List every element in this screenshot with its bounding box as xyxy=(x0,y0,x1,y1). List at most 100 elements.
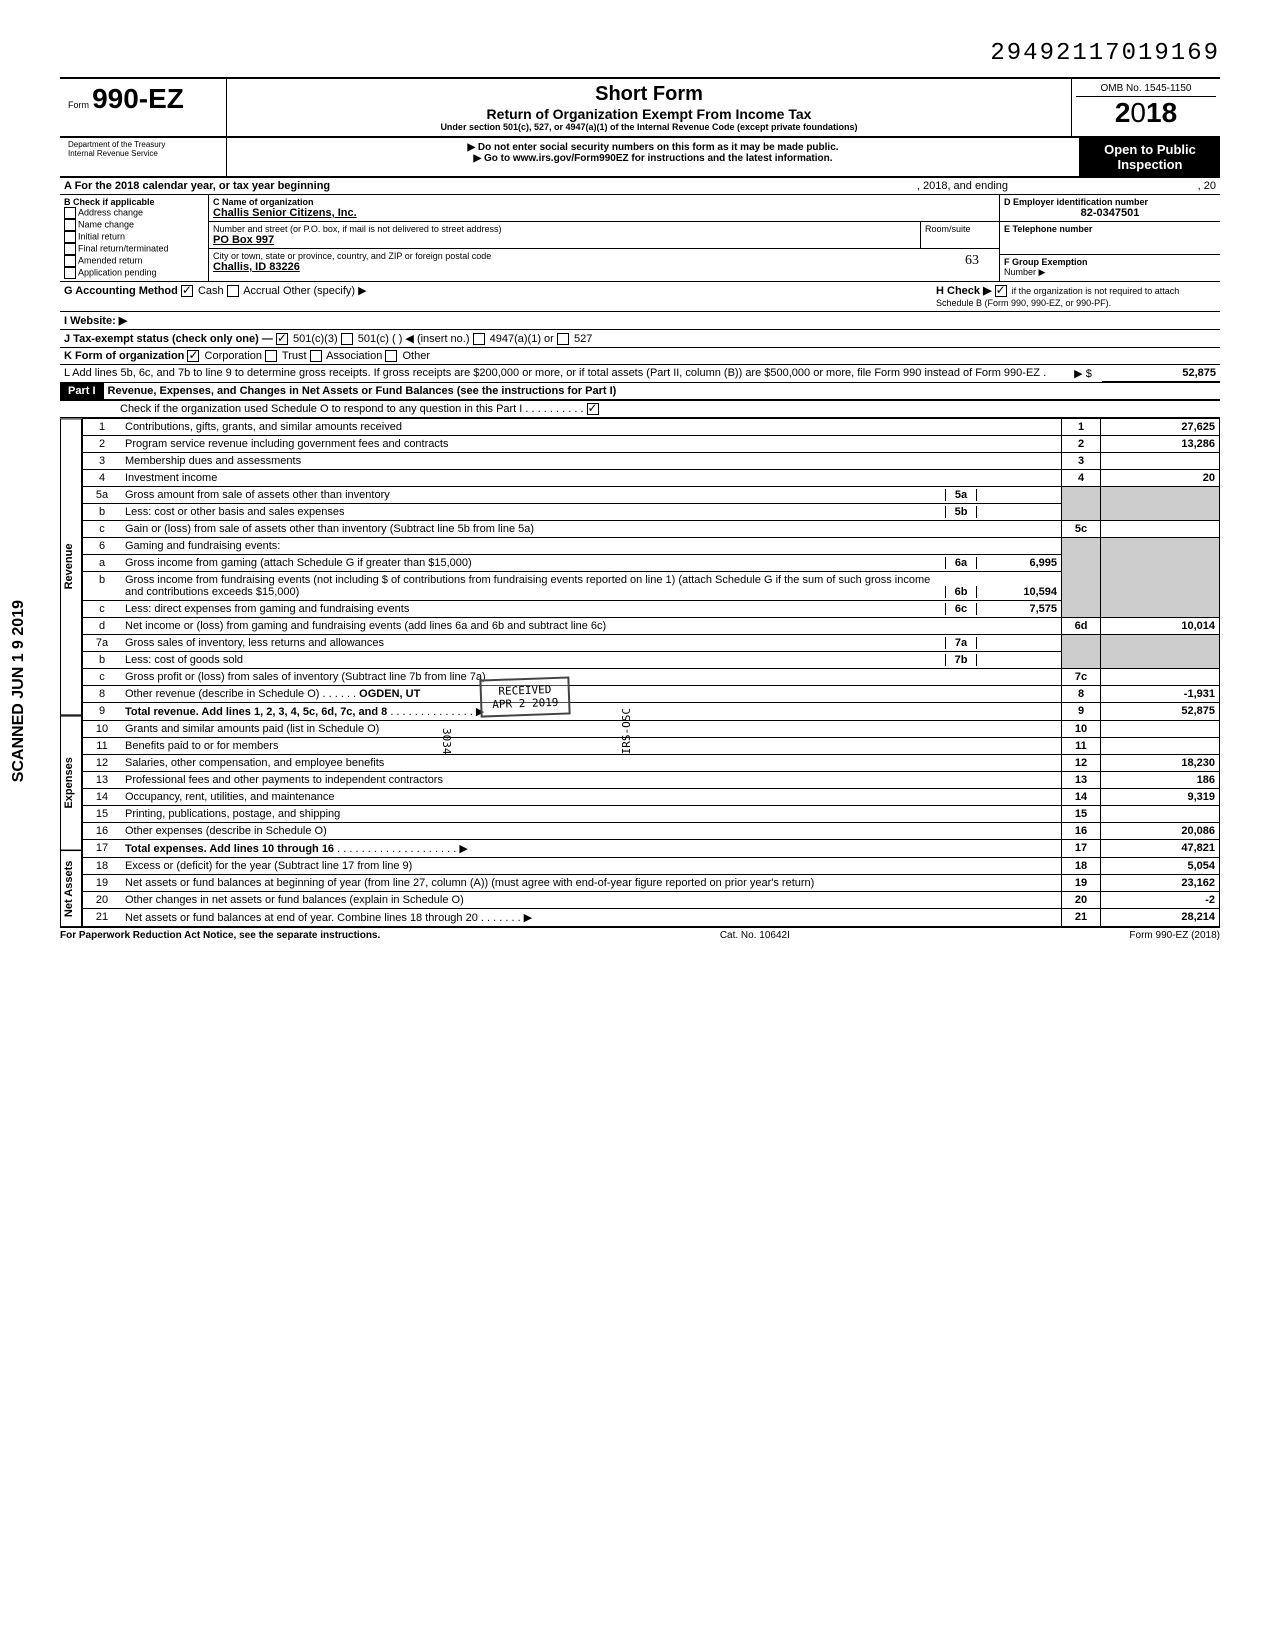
page-footer: For Paperwork Reduction Act Notice, see … xyxy=(60,927,1220,941)
line-7a-num: 7a xyxy=(83,635,122,652)
city-label: City or town, state or province, country… xyxy=(213,251,995,261)
section-k-label: K Form of organization xyxy=(64,350,184,362)
line-13-numcol: 13 xyxy=(1062,772,1101,789)
line-7a-desc: Gross sales of inventory, less returns a… xyxy=(125,637,945,649)
checkbox-527[interactable] xyxy=(557,333,569,345)
line-7b-sub xyxy=(977,654,1057,666)
section-l-text: L Add lines 5b, 6c, and 7b to line 9 to … xyxy=(60,365,1064,382)
checkbox-cash[interactable] xyxy=(181,285,193,297)
checkbox-address-change[interactable] xyxy=(64,207,76,219)
line-8-amount: -1,931 xyxy=(1101,686,1220,703)
line-2-amount: 13,286 xyxy=(1101,436,1220,453)
section-g-h: G Accounting Method Cash Accrual Other (… xyxy=(60,282,1220,312)
line-2-desc: Program service revenue including govern… xyxy=(125,438,448,450)
line-13-desc: Professional fees and other payments to … xyxy=(125,774,443,786)
ssn-note: Do not enter social security numbers on … xyxy=(231,142,1075,153)
line-16-desc: Other expenses (describe in Schedule O) xyxy=(125,825,327,837)
line-6a-num: a xyxy=(83,555,122,572)
k-other: Other xyxy=(402,350,430,362)
line-2-numcol: 2 xyxy=(1062,436,1101,453)
checkbox-accrual[interactable] xyxy=(227,285,239,297)
part-1-title: Revenue, Expenses, and Changes in Net As… xyxy=(104,383,1220,399)
handwritten-num: 63 xyxy=(965,253,979,269)
b-item-1: Name change xyxy=(78,219,134,229)
checkbox-schedule-o[interactable] xyxy=(587,403,599,415)
section-i: I Website: ▶ xyxy=(60,312,1220,330)
line-5b-desc: Less: cost or other basis and sales expe… xyxy=(125,506,945,518)
accrual-label: Accrual xyxy=(243,285,280,297)
open-public-label: Open to Public Inspection xyxy=(1080,138,1220,176)
line-5c-num: c xyxy=(83,521,122,538)
line-7a-sub xyxy=(977,637,1057,649)
org-address: PO Box 997 xyxy=(213,234,916,246)
scanned-stamp: SCANNED JUN 1 9 2019 xyxy=(10,600,28,782)
section-b-label: B Check if applicable xyxy=(64,197,204,207)
org-info-grid: B Check if applicable Address change Nam… xyxy=(60,195,1220,282)
checkbox-other-org[interactable] xyxy=(385,350,397,362)
line-15-desc: Printing, publications, postage, and shi… xyxy=(125,808,340,820)
checkbox-final-return[interactable] xyxy=(64,243,76,255)
checkbox-amended[interactable] xyxy=(64,255,76,267)
line-6d-num: d xyxy=(83,618,122,635)
line-8-desc: Other revenue (describe in Schedule O) xyxy=(125,688,319,700)
stamp-date: APR 2 2019 xyxy=(492,696,559,711)
checkbox-name-change[interactable] xyxy=(64,219,76,231)
line-6b-desc: Gross income from fundraising events (no… xyxy=(125,574,388,586)
line-1-desc: Contributions, gifts, grants, and simila… xyxy=(125,421,402,433)
document-number: 29492117019169 xyxy=(60,40,1220,67)
line-16-amount: 20,086 xyxy=(1101,823,1220,840)
line-8-numcol: 8 xyxy=(1062,686,1101,703)
checkbox-initial-return[interactable] xyxy=(64,231,76,243)
revenue-side-label: Revenue xyxy=(60,418,82,715)
checkbox-schedule-b[interactable] xyxy=(995,285,1007,297)
line-9-desc: Total revenue. Add lines 1, 2, 3, 4, 5c,… xyxy=(125,706,387,718)
received-stamp: RECEIVED APR 2 2019 xyxy=(479,677,571,718)
line-12-desc: Salaries, other compensation, and employ… xyxy=(125,757,384,769)
stamp-irs-osc: IRS-OSC xyxy=(620,708,633,754)
checkbox-4947[interactable] xyxy=(473,333,485,345)
line-5b-sub xyxy=(977,506,1057,518)
line-17-numcol: 17 xyxy=(1062,840,1101,858)
line-21-desc: Net assets or fund balances at end of ye… xyxy=(125,912,478,924)
j-opt4: 527 xyxy=(574,333,592,345)
line-3-numcol: 3 xyxy=(1062,453,1101,470)
checkbox-corporation[interactable] xyxy=(187,350,199,362)
line-9-amount: 52,875 xyxy=(1101,703,1220,721)
line-18-amount: 5,054 xyxy=(1101,858,1220,875)
k-corp: Corporation xyxy=(205,350,262,362)
form-header: Form 990-EZ Short Form Return of Organiz… xyxy=(60,77,1220,138)
line-7c-numcol: 7c xyxy=(1062,669,1101,686)
line-6c-num: c xyxy=(83,601,122,618)
paperwork-notice: For Paperwork Reduction Act Notice, see … xyxy=(60,930,380,941)
section-c-label: C Name of organization xyxy=(213,197,995,207)
line-3-desc: Membership dues and assessments xyxy=(125,455,301,467)
part-1-check: Check if the organization used Schedule … xyxy=(60,401,1220,418)
line-8-num: 8 xyxy=(83,686,122,703)
k-trust: Trust xyxy=(282,350,307,362)
gross-receipts: 52,875 xyxy=(1102,365,1220,382)
line-16-numcol: 16 xyxy=(1062,823,1101,840)
line-20-desc: Other changes in net assets or fund bala… xyxy=(125,894,464,906)
line-20-numcol: 20 xyxy=(1062,892,1101,909)
short-form-label: Short Form xyxy=(231,83,1067,106)
checkbox-application-pending[interactable] xyxy=(64,267,76,279)
line-19-numcol: 19 xyxy=(1062,875,1101,892)
checkbox-501c[interactable] xyxy=(341,333,353,345)
line-15-amount xyxy=(1101,806,1220,823)
section-a: A For the 2018 calendar year, or tax yea… xyxy=(60,178,1220,195)
line-6a-sub: 6,995 xyxy=(977,557,1057,569)
line-21-numcol: 21 xyxy=(1062,909,1101,927)
section-k: K Form of organization Corporation Trust… xyxy=(60,348,1220,365)
instructions-note: Go to www.irs.gov/Form990EZ for instruct… xyxy=(231,153,1075,164)
b-item-0: Address change xyxy=(78,207,143,217)
line-18-numcol: 18 xyxy=(1062,858,1101,875)
line-6c-sub: 7,575 xyxy=(977,603,1057,615)
checkbox-501c3[interactable] xyxy=(276,333,288,345)
line-6d-amount: 10,014 xyxy=(1101,618,1220,635)
j-opt3: 4947(a)(1) or xyxy=(490,333,554,345)
line-19-amount: 23,162 xyxy=(1101,875,1220,892)
line-6-num: 6 xyxy=(83,538,122,555)
ogden-stamp-inline: OGDEN, UT xyxy=(359,688,420,700)
checkbox-trust[interactable] xyxy=(265,350,277,362)
checkbox-association[interactable] xyxy=(310,350,322,362)
